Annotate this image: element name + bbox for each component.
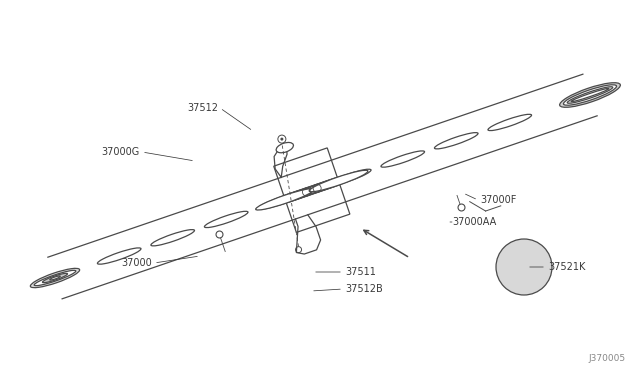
Ellipse shape [488, 114, 532, 131]
Ellipse shape [280, 179, 344, 202]
Polygon shape [48, 74, 597, 299]
Text: J370005: J370005 [589, 354, 626, 363]
Ellipse shape [567, 87, 612, 103]
Text: 37000AA: 37000AA [452, 217, 496, 227]
Ellipse shape [256, 189, 314, 210]
Ellipse shape [563, 85, 616, 105]
Ellipse shape [50, 276, 60, 280]
Ellipse shape [97, 248, 141, 264]
Ellipse shape [204, 211, 248, 228]
Circle shape [511, 254, 537, 280]
Ellipse shape [301, 173, 360, 195]
Ellipse shape [559, 83, 620, 107]
Text: 37521K: 37521K [548, 262, 586, 272]
Ellipse shape [151, 230, 195, 246]
Circle shape [496, 239, 552, 295]
Ellipse shape [328, 169, 371, 186]
Text: 37000G: 37000G [102, 147, 140, 157]
Text: 37000: 37000 [121, 258, 152, 268]
Ellipse shape [258, 193, 301, 209]
Ellipse shape [571, 89, 609, 102]
Circle shape [506, 249, 542, 285]
Text: 37512B: 37512B [345, 284, 383, 294]
Circle shape [502, 245, 546, 289]
Ellipse shape [42, 273, 67, 283]
Circle shape [280, 138, 284, 141]
Text: 37512: 37512 [187, 103, 218, 113]
Ellipse shape [30, 268, 79, 288]
Ellipse shape [291, 175, 354, 198]
Ellipse shape [276, 142, 293, 153]
Ellipse shape [435, 132, 478, 149]
Text: 37000F: 37000F [480, 195, 516, 205]
Ellipse shape [381, 151, 424, 167]
Ellipse shape [34, 270, 76, 286]
Polygon shape [274, 148, 350, 232]
Ellipse shape [264, 186, 323, 207]
Ellipse shape [309, 170, 368, 192]
Text: 37511: 37511 [345, 267, 376, 277]
Circle shape [515, 258, 533, 276]
Circle shape [519, 262, 529, 272]
Ellipse shape [270, 183, 332, 205]
